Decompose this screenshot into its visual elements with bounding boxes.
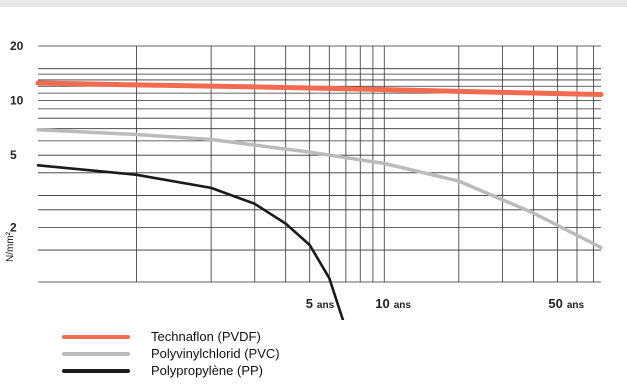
y-tick-label: 2 <box>10 220 17 234</box>
x-tick-label: 10 ans <box>375 296 411 311</box>
series-line-3 <box>36 164 345 320</box>
legend-item-pp: Polypropylène (PP) <box>62 362 280 379</box>
legend-item-pvdf: Technaflon (PVDF) <box>62 328 280 345</box>
y-tick-label: 10 <box>10 94 24 108</box>
legend-label-pp: Polypropylène (PP) <box>151 363 263 378</box>
x-tick-label: 5 ans <box>306 296 335 311</box>
y-tick-label: 5 <box>10 148 17 162</box>
legend-label-pvc: Polyvinylchlorid (PVC) <box>151 346 280 361</box>
legend-item-pvc: Polyvinylchlorid (PVC) <box>62 345 280 362</box>
legend-swatch-pvdf <box>62 334 130 339</box>
top-strip <box>0 0 627 7</box>
legend-label-pvdf: Technaflon (PVDF) <box>151 329 261 344</box>
chart-legend: Technaflon (PVDF) Polyvinylchlorid (PVC)… <box>62 328 280 379</box>
stress-chart: 20 10 5 2 5 ans 10 ans 50 ans N/mm² <box>5 39 604 320</box>
chart-series <box>35 80 604 320</box>
y-tick-label: 20 <box>10 39 24 53</box>
legend-swatch-pvc <box>62 351 130 356</box>
y-tick-labels: 20 10 5 2 <box>10 39 24 234</box>
series-line-1 <box>35 80 604 97</box>
x-tick-label: 50 ans <box>548 296 584 311</box>
chart-grid <box>38 45 601 283</box>
series-line-2 <box>36 128 603 250</box>
x-tick-labels: 5 ans 10 ans 50 ans <box>306 296 585 311</box>
legend-swatch-pp <box>62 368 130 373</box>
y-axis-label: N/mm² <box>5 231 16 262</box>
